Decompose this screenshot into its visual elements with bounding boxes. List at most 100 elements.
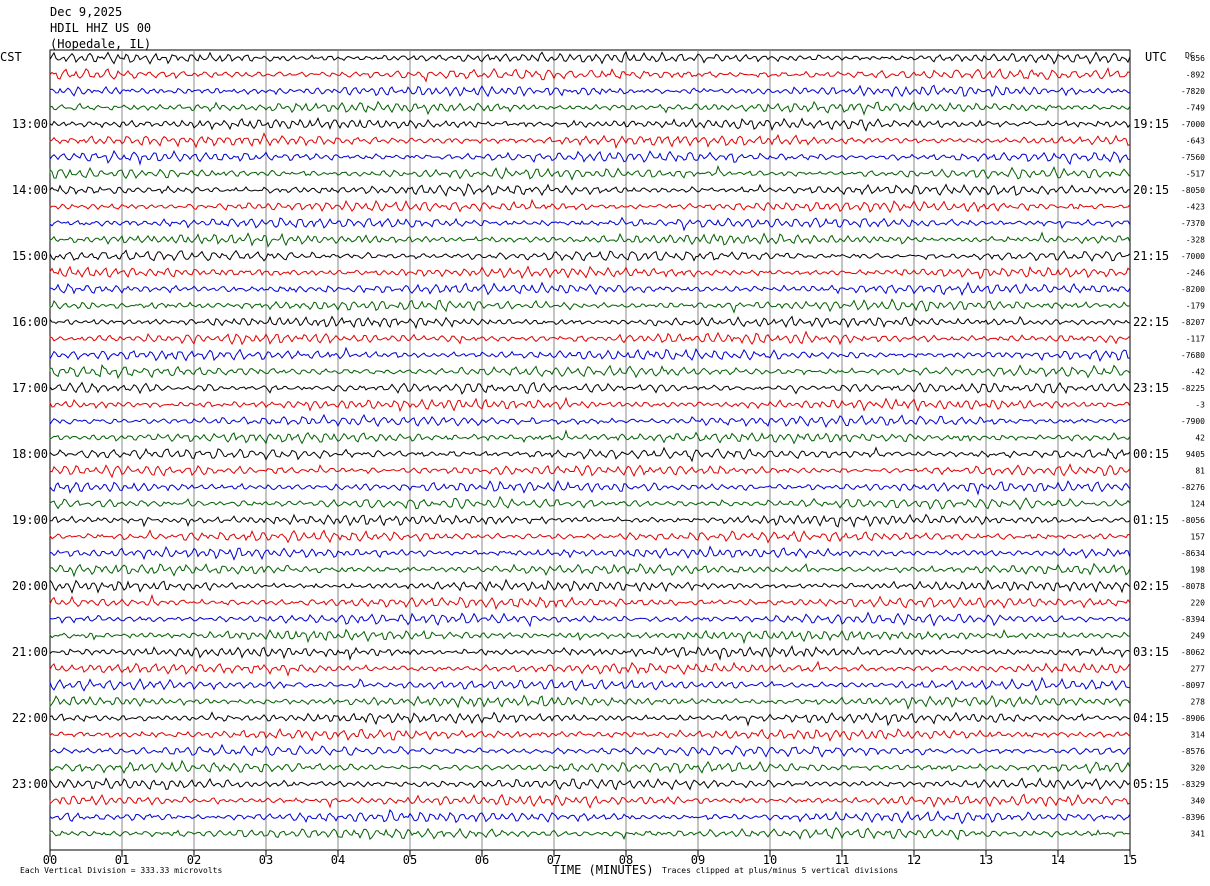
- trace-12: [49, 249, 1131, 262]
- trace-6: [49, 149, 1131, 166]
- utc-hour-label-04:15: 04:15: [1133, 711, 1169, 725]
- dc-offset-39: 278: [1191, 698, 1206, 707]
- dc-offset-10: -7370: [1181, 219, 1205, 228]
- dc-offset-5: -643: [1186, 137, 1205, 146]
- header-date: Dec 9,2025: [50, 5, 123, 19]
- header-location: (Hopedale, IL): [50, 37, 152, 51]
- x-tick-label-15: 15: [1123, 853, 1137, 867]
- trace-35: [49, 628, 1131, 645]
- trace-41: [49, 727, 1131, 742]
- x-axis-label: TIME (MINUTES): [552, 863, 653, 877]
- dc-offset-35: 249: [1191, 632, 1206, 641]
- utc-hour-label-20:15: 20:15: [1133, 183, 1169, 197]
- trace-30: [49, 545, 1131, 561]
- trace-20: [49, 381, 1131, 395]
- dc-offset-24: 9405: [1186, 450, 1205, 459]
- cst-hour-label-23:00: 23:00: [12, 777, 48, 791]
- trace-32: [49, 578, 1131, 594]
- dc-offset-38: -8097: [1181, 681, 1205, 690]
- dc-offset-0: -856: [1186, 54, 1205, 63]
- dc-offset-32: -8078: [1181, 582, 1205, 591]
- trace-17: [49, 330, 1131, 346]
- trace-44: [49, 777, 1131, 791]
- dc-offset-26: -8276: [1181, 483, 1205, 492]
- dc-offset-4: -7000: [1181, 120, 1205, 129]
- trace-25: [49, 463, 1131, 479]
- trace-22: [49, 413, 1131, 428]
- trace-14: [49, 281, 1131, 297]
- dc-offset-23: 42: [1195, 434, 1205, 443]
- trace-0: [49, 50, 1131, 65]
- trace-5: [49, 132, 1131, 149]
- dc-offset-6: -7560: [1181, 153, 1205, 162]
- x-tick-label-11: 11: [835, 853, 849, 867]
- dc-offset-13: -246: [1186, 269, 1205, 278]
- dc-offset-21: -3: [1195, 401, 1205, 410]
- header-station: HDIL HHZ US 00: [50, 21, 152, 35]
- trace-3: [49, 100, 1131, 116]
- trace-45: [49, 793, 1131, 809]
- cst-hour-label-21:00: 21:00: [12, 645, 48, 659]
- dc-offset-7: -517: [1186, 170, 1205, 179]
- cst-hour-label-15:00: 15:00: [12, 249, 48, 263]
- dc-offset-22: -7900: [1181, 417, 1205, 426]
- x-tick-label-05: 05: [403, 853, 417, 867]
- right-axis-label: UTC: [1145, 50, 1167, 64]
- dc-offset-30: -8634: [1181, 549, 1205, 558]
- x-tick-label-09: 09: [691, 853, 705, 867]
- x-tick-label-06: 06: [475, 853, 489, 867]
- trace-7: [49, 165, 1131, 181]
- trace-37: [49, 660, 1131, 677]
- dc-offset-17: -117: [1186, 335, 1205, 344]
- clip-note: Traces clipped at plus/minus 5 vertical …: [662, 866, 899, 875]
- trace-27: [49, 495, 1131, 511]
- dc-offset-11: -328: [1186, 236, 1205, 245]
- utc-hour-label-19:15: 19:15: [1133, 117, 1169, 131]
- trace-34: [49, 611, 1131, 628]
- trace-16: [49, 315, 1131, 330]
- trace-9: [49, 198, 1131, 214]
- dc-offset-15: -179: [1186, 302, 1205, 311]
- trace-40: [49, 711, 1131, 727]
- left-axis-label: CST: [0, 50, 22, 64]
- x-tick-label-00: 00: [43, 853, 57, 867]
- cst-hour-label-13:00: 13:00: [12, 117, 48, 131]
- x-tick-label-08: 08: [619, 853, 633, 867]
- trace-46: [49, 808, 1131, 825]
- dc-offset-29: 157: [1191, 533, 1206, 542]
- x-tick-label-01: 01: [115, 853, 129, 867]
- dc-offset-16: -8207: [1181, 318, 1205, 327]
- trace-11: [49, 231, 1131, 248]
- x-tick-label-14: 14: [1051, 853, 1065, 867]
- utc-hour-label-22:15: 22:15: [1133, 315, 1169, 329]
- trace-8: [49, 183, 1131, 197]
- x-tick-label-12: 12: [907, 853, 921, 867]
- trace-38: [49, 676, 1131, 692]
- dc-offset-33: 220: [1191, 599, 1206, 608]
- dc-offset-8: -8050: [1181, 186, 1205, 195]
- trace-18: [49, 346, 1131, 363]
- dc-offset-47: 341: [1191, 830, 1206, 839]
- x-tick-label-13: 13: [979, 853, 993, 867]
- trace-36: [49, 645, 1131, 661]
- cst-hour-label-19:00: 19:00: [12, 513, 48, 527]
- trace-13: [49, 265, 1131, 280]
- cst-hour-label-18:00: 18:00: [12, 447, 48, 461]
- utc-hour-label-02:15: 02:15: [1133, 579, 1169, 593]
- dc-offset-44: -8329: [1181, 780, 1205, 789]
- dc-offset-1: -892: [1186, 71, 1205, 80]
- x-tick-label-03: 03: [259, 853, 273, 867]
- dc-offset-14: -8200: [1181, 285, 1205, 294]
- utc-hour-label-05:15: 05:15: [1133, 777, 1169, 791]
- dc-offset-18: -7680: [1181, 351, 1205, 360]
- x-tick-label-02: 02: [187, 853, 201, 867]
- utc-hour-label-00:15: 00:15: [1133, 447, 1169, 461]
- cst-hour-label-20:00: 20:00: [12, 579, 48, 593]
- dc-offset-19: -42: [1191, 368, 1206, 377]
- dc-offset-41: 314: [1191, 731, 1206, 740]
- dc-offset-36: -8062: [1181, 648, 1205, 657]
- dc-offset-45: 340: [1191, 797, 1206, 806]
- x-tick-label-04: 04: [331, 853, 345, 867]
- utc-hour-label-23:15: 23:15: [1133, 381, 1169, 395]
